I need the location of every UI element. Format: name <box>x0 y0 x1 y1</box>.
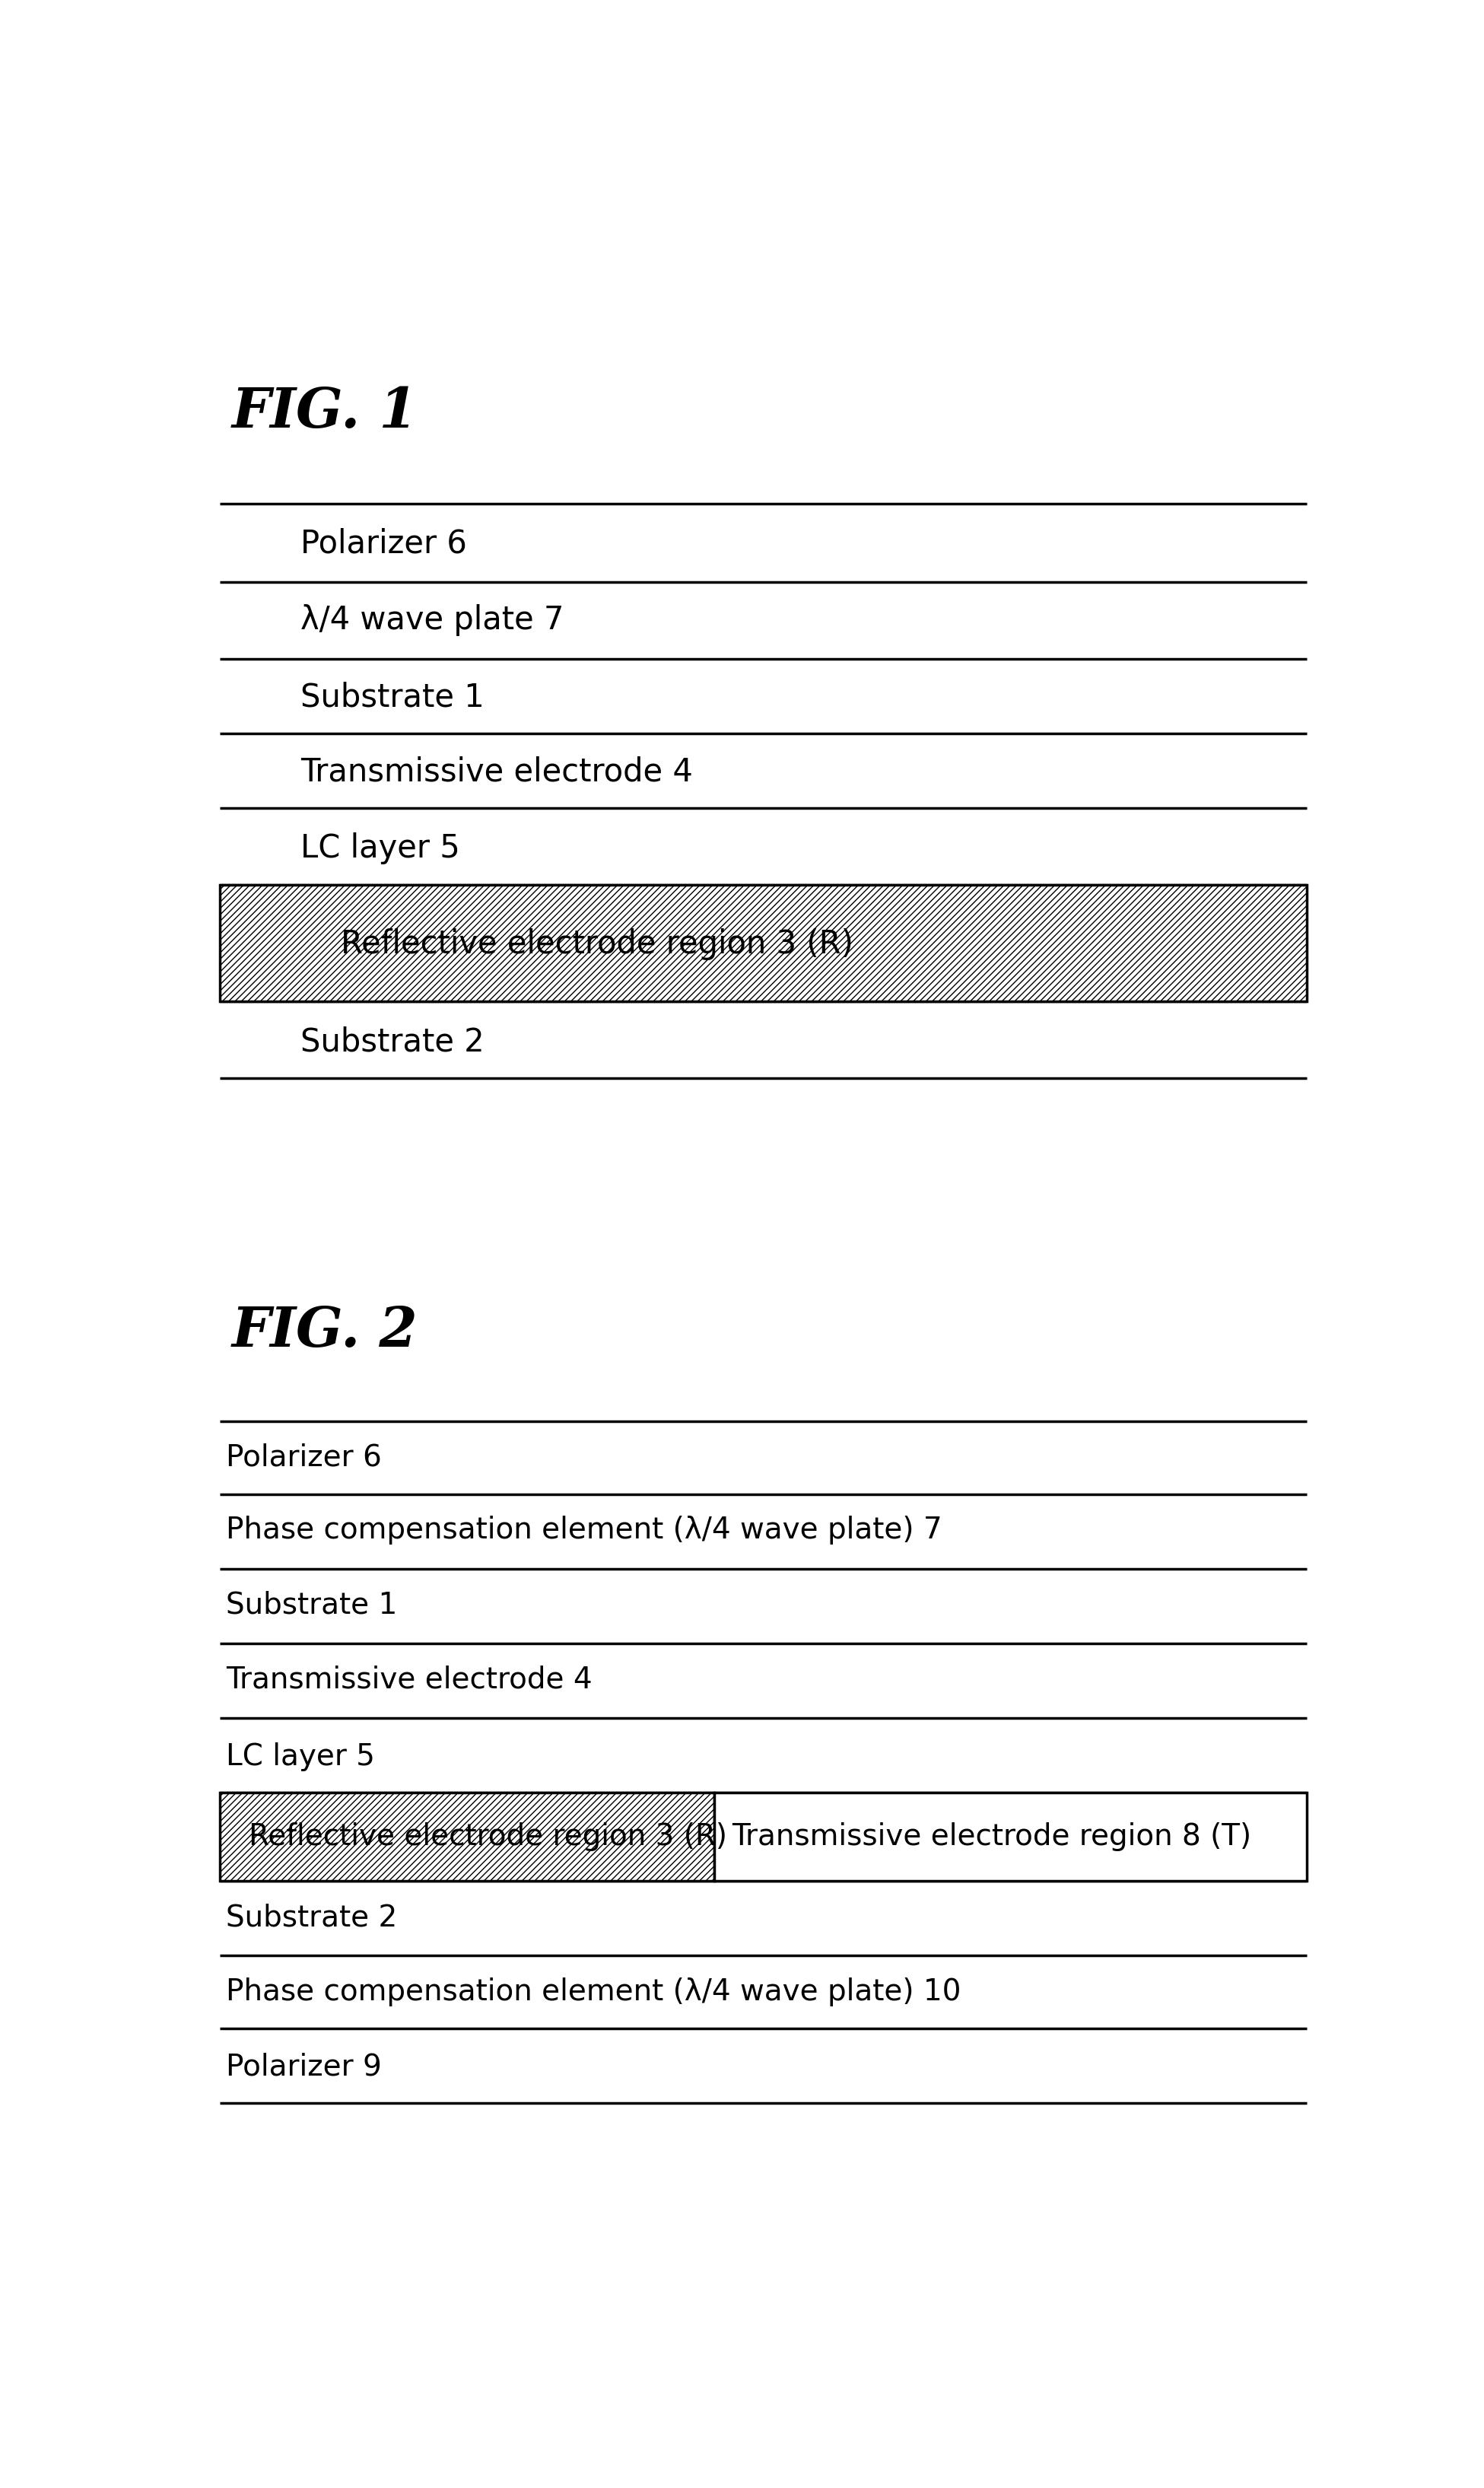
Text: Substrate 2: Substrate 2 <box>301 1025 484 1057</box>
Text: Reflective electrode region 3 (R): Reflective electrode region 3 (R) <box>341 928 853 960</box>
Text: Phase compensation element (λ/4 wave plate) 10: Phase compensation element (λ/4 wave pla… <box>226 1978 962 2005</box>
Text: Substrate 1: Substrate 1 <box>226 1590 398 1620</box>
Text: LC layer 5: LC layer 5 <box>301 833 460 863</box>
Bar <box>220 1794 715 1881</box>
Bar <box>715 1794 1307 1881</box>
Text: Substrate 2: Substrate 2 <box>226 1903 398 1931</box>
Bar <box>220 886 1307 1003</box>
Text: FIG. 1: FIG. 1 <box>232 386 417 438</box>
Text: Reflective electrode region 3 (R): Reflective electrode region 3 (R) <box>249 1821 727 1851</box>
Text: Transmissive electrode region 8 (T): Transmissive electrode region 8 (T) <box>732 1821 1251 1851</box>
Text: Polarizer 9: Polarizer 9 <box>226 2053 381 2082</box>
Text: Substrate 1: Substrate 1 <box>301 682 484 714</box>
Text: LC layer 5: LC layer 5 <box>226 1742 375 1771</box>
Text: λ/4 wave plate 7: λ/4 wave plate 7 <box>301 605 564 637</box>
Text: Phase compensation element (λ/4 wave plate) 7: Phase compensation element (λ/4 wave pla… <box>226 1515 942 1545</box>
Text: Polarizer 6: Polarizer 6 <box>301 527 467 560</box>
Text: Polarizer 6: Polarizer 6 <box>226 1443 381 1473</box>
Text: FIG. 2: FIG. 2 <box>232 1304 417 1358</box>
Text: Transmissive electrode 4: Transmissive electrode 4 <box>301 756 693 789</box>
Text: Transmissive electrode 4: Transmissive electrode 4 <box>226 1664 592 1694</box>
